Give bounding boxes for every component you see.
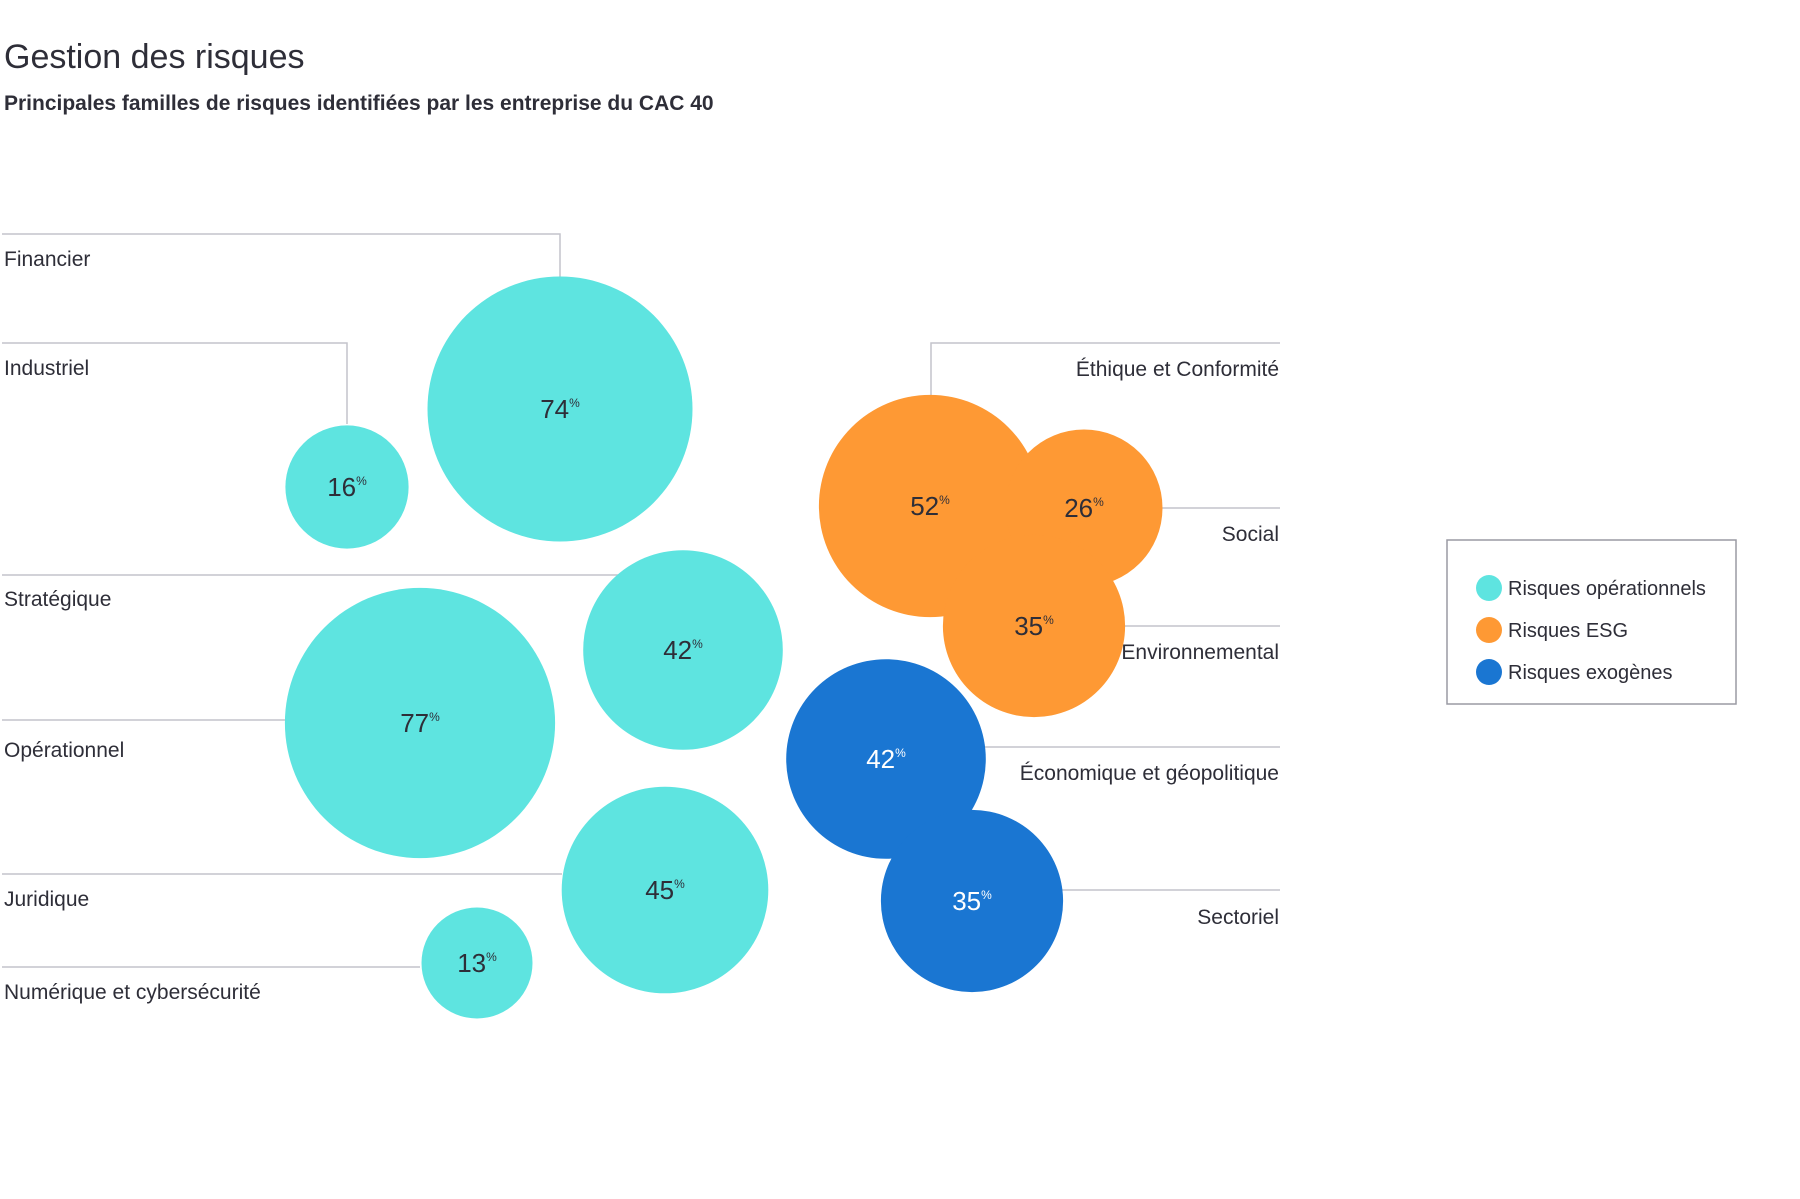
bubble-financier (427, 276, 693, 542)
chart-title: Gestion des risques (4, 38, 305, 76)
legend-swatch-risques-esg (1476, 617, 1502, 643)
category-label-environnemental: Environnemental (1121, 641, 1279, 664)
category-label-numerique-et-cybersecurite: Numérique et cybersécurité (4, 981, 261, 1004)
category-label-operationnel: Opérationnel (4, 739, 124, 762)
bubble-strategique (583, 550, 783, 750)
leader-line-financier (2, 233, 561, 278)
legend-label-risques-exogenes: Risques exogènes (1508, 662, 1673, 684)
category-label-social: Social (1222, 523, 1279, 546)
category-label-economique-et-geopolitique: Économique et géopolitique (1020, 762, 1279, 785)
category-label-financier: Financier (4, 248, 90, 271)
category-label-juridique: Juridique (4, 888, 89, 911)
category-label-ethique-et-conformite: Éthique et Conformité (1076, 358, 1279, 381)
bubble-industriel (285, 425, 409, 549)
legend: Risques opérationnels Risques ESG Risques … (1446, 539, 1737, 705)
legend-swatch-risques-operationnels (1476, 575, 1502, 601)
bubble-environnemental (942, 534, 1126, 718)
legend-label-risques-esg: Risques ESG (1508, 620, 1628, 642)
category-label-strategique: Stratégique (4, 588, 111, 611)
category-labels: Financier Industriel Stratégique Opérationn… (4, 248, 1279, 1004)
bubble-economique-et-geopolitique (786, 659, 986, 859)
bubbles: 74%16%42%77%45%13%52% 26%35%42%35% (284, 276, 1163, 1019)
category-label-industriel: Industriel (4, 357, 89, 380)
leader-line-industriel (2, 342, 348, 424)
bubble-sectoriel (880, 809, 1064, 993)
bubble-numerique-et-cybersecurite (421, 907, 533, 1019)
bubble-juridique (561, 786, 769, 994)
leader-lines (2, 233, 1280, 968)
legend-label-risques-operationnels: Risques opérationnels (1508, 578, 1706, 600)
bubble-value-social: 26% (1064, 493, 1104, 523)
legend-swatch-risques-exogenes (1476, 659, 1502, 685)
chart-subtitle: Principales familles de risques identifi… (4, 92, 714, 115)
bubble-operationnel (284, 587, 556, 859)
category-label-sectoriel: Sectoriel (1197, 906, 1279, 929)
